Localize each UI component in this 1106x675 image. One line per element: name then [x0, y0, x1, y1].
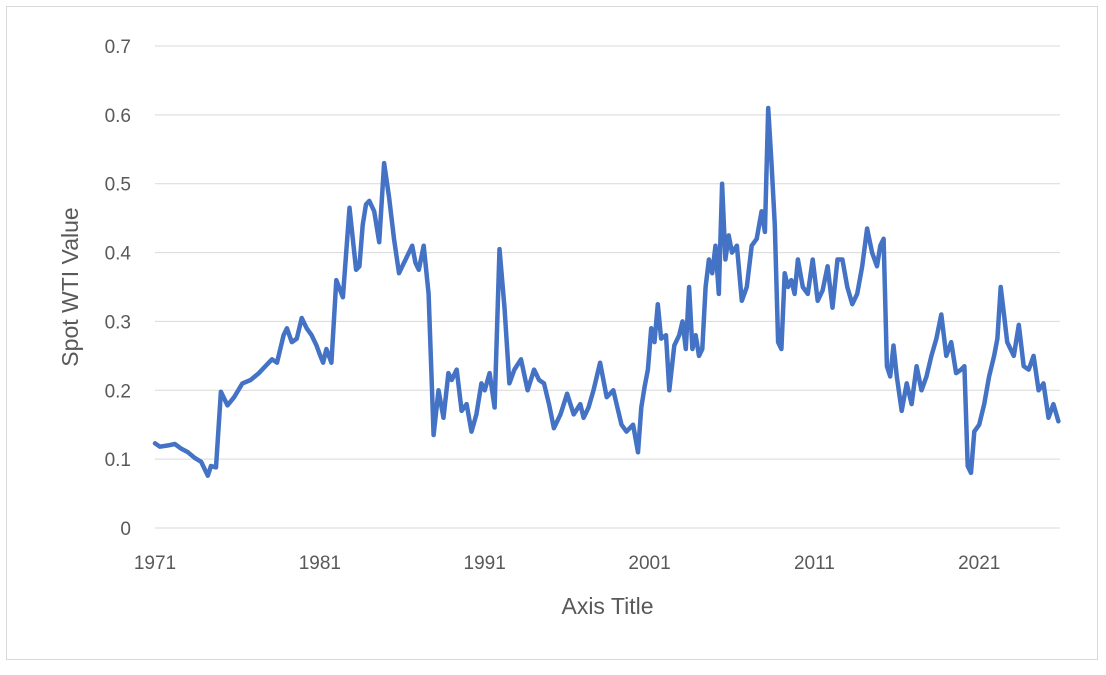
y-tick-label: 0.5 — [105, 175, 131, 196]
x-tick-label: 2021 — [958, 553, 1000, 574]
x-tick-label: 1991 — [464, 553, 506, 574]
x-tick-label: 2001 — [628, 553, 670, 574]
y-tick-label: 0.4 — [105, 244, 132, 265]
y-tick-label: 0 — [120, 519, 131, 540]
x-axis-title: Axis Title — [561, 593, 653, 619]
y-tick-label: 0.7 — [105, 37, 131, 58]
y-tick-label: 0.2 — [105, 381, 131, 402]
y-axis-title: Spot WTI Value — [57, 207, 83, 366]
y-tick-label: 0.1 — [105, 450, 131, 471]
x-tick-label: 2011 — [794, 553, 835, 574]
series-line — [152, 105, 1061, 478]
x-axis-tick-labels: 1971 1981 1991 2001 2011 2021 — [134, 553, 1001, 574]
x-tick-label: 1981 — [299, 553, 341, 574]
y-tick-label: 0.3 — [105, 312, 131, 333]
y-axis-tick-labels: 0 0.1 0.2 0.3 0.4 0.5 0.6 0.7 — [105, 37, 132, 540]
y-tick-label: 0.6 — [105, 106, 131, 127]
x-tick-label: 1971 — [134, 553, 176, 574]
